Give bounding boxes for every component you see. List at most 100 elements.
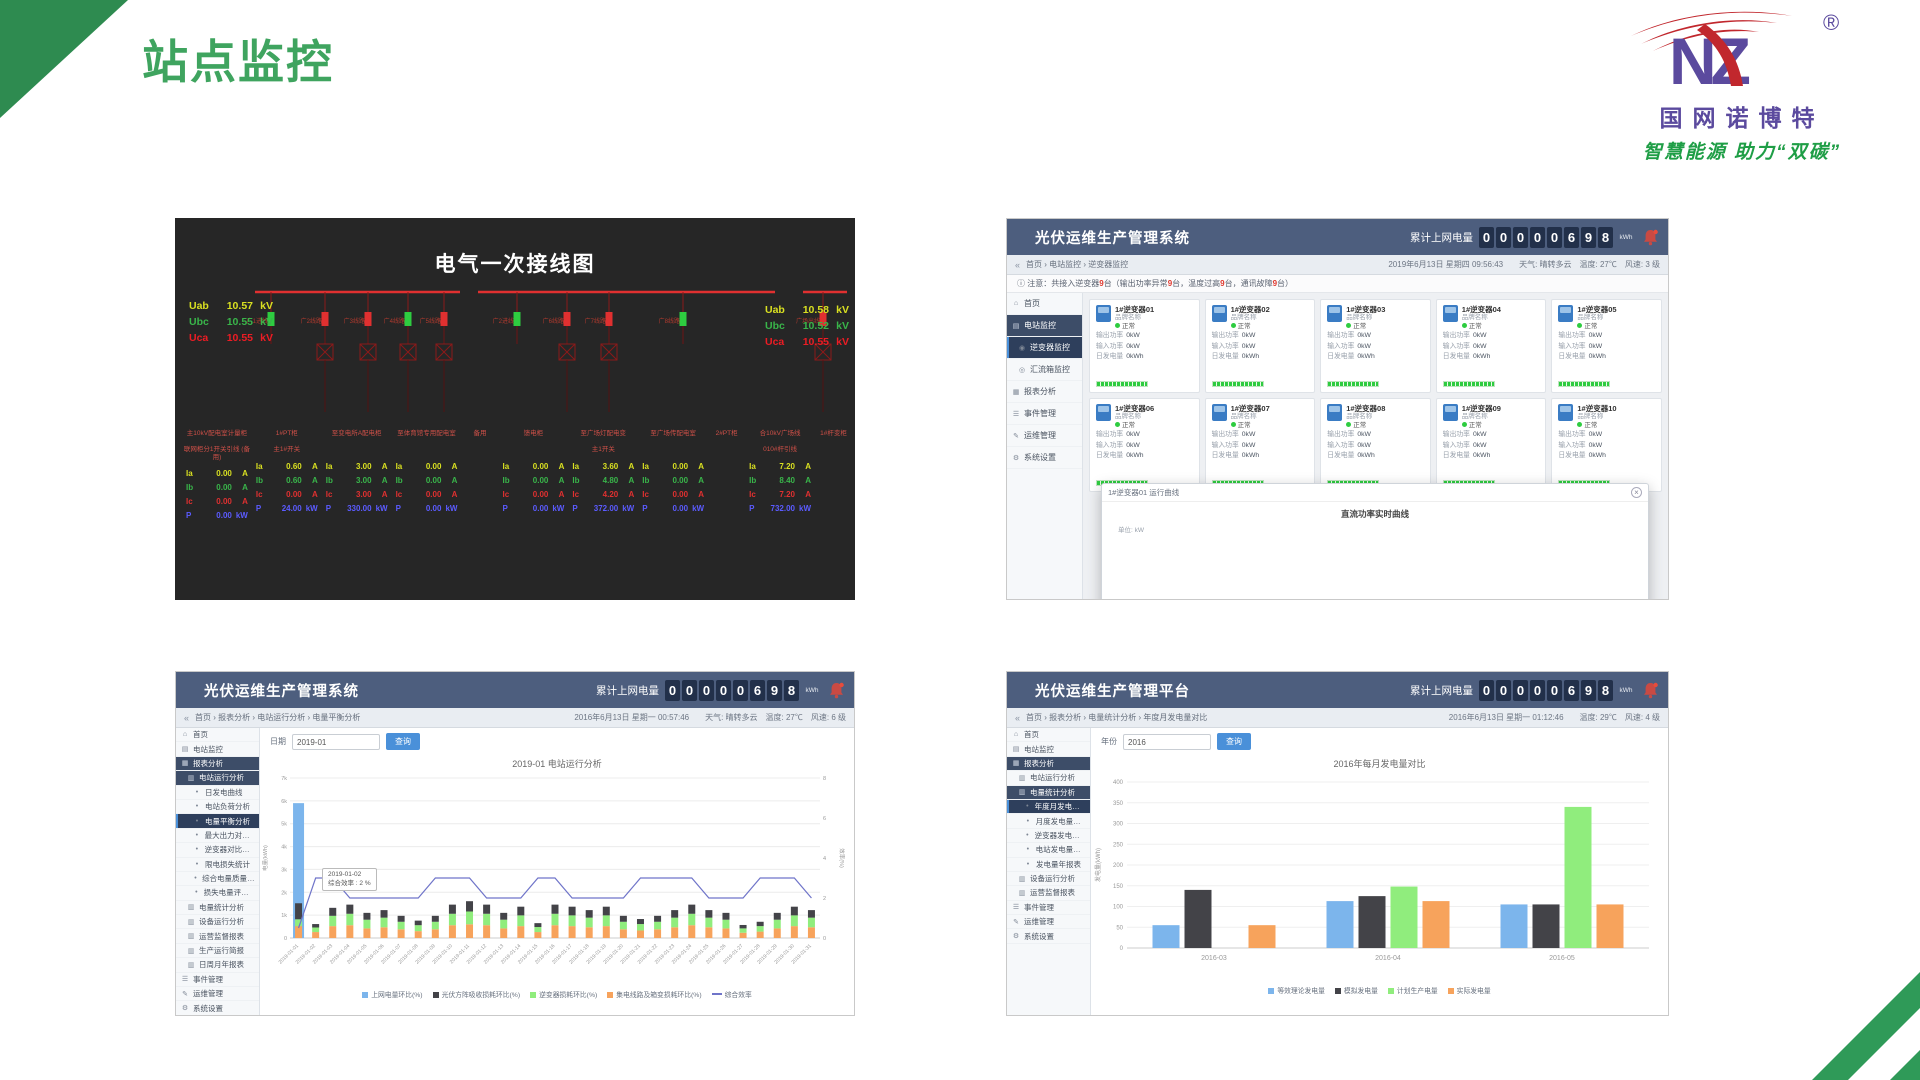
sidebar-item[interactable]: • 月度发电量报表 (1007, 814, 1090, 829)
sidebar-item[interactable]: ▥ 电站运行分析 (1007, 771, 1090, 786)
inverter-metric: 输入功率 0kW (1442, 441, 1487, 449)
sidebar-item[interactable]: ▥ 日周月年报表 (176, 958, 259, 973)
sidebar-item-icon: ⌂ (1013, 731, 1019, 739)
date-input[interactable]: 2019-01 (292, 733, 380, 750)
legend-item[interactable]: 实际发电量 (1447, 985, 1491, 995)
query-button[interactable]: 查询 (1217, 733, 1251, 750)
sidebar-item-icon: ☰ (181, 976, 189, 984)
breadcrumb[interactable]: 首页 › 电站监控 › 逆变器监控 (1026, 260, 1129, 269)
sidebar-item-label: 首页 (1024, 299, 1040, 308)
sidebar-item[interactable]: ⌂ 首页 (1007, 293, 1082, 315)
legend-item[interactable]: 计划生产电量 (1387, 985, 1438, 995)
feeder-header: 2#PT柜 (715, 430, 738, 437)
alarm-bell-icon[interactable] (1643, 229, 1658, 246)
sidebar-item[interactable]: ☰ 事件管理 (1007, 901, 1090, 916)
sidebar-item[interactable]: ⚙ 系统设置 (176, 1001, 259, 1015)
legend-item[interactable]: 上网电量环比(%) (362, 989, 423, 999)
sidebar-item[interactable]: ▤ 电站监控 (1007, 315, 1082, 337)
sidebar-item[interactable]: ▥ 电量统计分析 (176, 901, 259, 916)
legend-item[interactable]: 综合效率 (711, 989, 752, 999)
sidebar-item-label: 月度发电量报表 (1035, 816, 1086, 826)
inverter-card[interactable]: 1#逆变器01 品牌名称 正常 输出功率 0kW 输入功率 0kW 日发电量 0kWh (1089, 299, 1200, 393)
inverter-name: 1#逆变器08 (1346, 404, 1386, 413)
inverter-card[interactable]: 1#逆变器10 品牌名称 正常 输出功率 0kW 输入功率 0kW 日发电量 0kWh (1551, 398, 1662, 492)
sidebar-item[interactable]: • 电站负荷分析 (176, 800, 259, 815)
sidebar-item[interactable]: ⌂ 首页 (1007, 728, 1090, 743)
sidebar-item[interactable]: • 电站发电量对比 (1007, 843, 1090, 858)
chart-legend[interactable]: 等效理论发电量 模拟发电量 计划生产电量 实际发电量 (1091, 985, 1668, 995)
sidebar-item[interactable]: • 逆变器对比分析 (176, 843, 259, 858)
sidebar-item[interactable]: ▦ 报表分析 (1007, 381, 1082, 403)
inverter-card[interactable]: 1#逆变器05 品牌名称 正常 输出功率 0kW 输入功率 0kW 日发电量 0kWh (1551, 299, 1662, 393)
sidebar-item-icon: ▤ (181, 746, 189, 754)
inverter-card[interactable]: 1#逆变器03 品牌名称 正常 输出功率 0kW 输入功率 0kW 日发电量 0kWh (1320, 299, 1431, 393)
sidebar-item[interactable]: ◉ 逆变器监控 (1007, 337, 1082, 359)
legend-item[interactable]: 逆变器损耗环比(%) (530, 989, 597, 999)
breadcrumb[interactable]: 首页 › 报表分析 › 电量统计分析 › 年度月发电量对比 (1026, 713, 1208, 722)
busbar-voltage: Uab 10.58 kV (765, 304, 849, 316)
sidebar-item[interactable]: ▥ 电站运行分析 (176, 771, 259, 786)
alarm-bell-icon[interactable] (829, 682, 844, 699)
inverter-card[interactable]: 1#逆变器02 品牌名称 正常 输出功率 0kW 输入功率 0kW 日发电量 0kWh (1204, 299, 1316, 393)
sidebar-item[interactable]: ⌂ 首页 (176, 728, 259, 743)
sidebar-item[interactable]: ▥ 生产运行简报 (176, 944, 259, 959)
sidebar-item-label: 综合电量质量环比分析 (202, 874, 255, 884)
sidebar-item[interactable]: ◎ 汇流箱监控 (1007, 359, 1082, 381)
energy-counter-label: 累计上网电量 (596, 684, 659, 697)
inverter-card[interactable]: 1#逆变器09 品牌名称 正常 输出功率 0kW 输入功率 0kW 日发电量 0kWh (1435, 398, 1547, 492)
legend-item[interactable]: 模拟发电量 (1334, 985, 1378, 995)
sidebar-item[interactable]: ☰ 事件管理 (176, 973, 259, 988)
sidebar-item[interactable]: ⚙ 系统设置 (1007, 447, 1082, 469)
sidebar-collapse-icon[interactable]: « (184, 712, 190, 723)
sidebar-item[interactable]: ▥ 设备运行分析 (1007, 872, 1090, 887)
sidebar-item[interactable]: • 日发电曲线 (176, 786, 259, 800)
feeder-subheader (500, 446, 568, 454)
inverter-card[interactable]: 1#逆变器07 品牌名称 正常 输出功率 0kW 输入功率 0kW 日发电量 0kWh (1204, 398, 1316, 492)
breadcrumb[interactable]: 首页 › 报表分析 › 电站运行分析 › 电量平衡分析 (195, 713, 361, 722)
sidebar-collapse-icon[interactable]: « (1015, 712, 1021, 723)
sidebar-item[interactable]: ▥ 运营监督报表 (1007, 886, 1090, 901)
energy-counter-unit: kWh (1619, 233, 1633, 241)
sidebar-item-label: 事件管理 (1024, 409, 1056, 418)
sidebar-item[interactable]: ▦ 报表分析 (1007, 756, 1090, 772)
sidebar-item[interactable]: • 限电损失统计 (176, 858, 259, 872)
sidebar-item[interactable]: ▤ 电站监控 (176, 742, 259, 757)
sidebar-item[interactable]: ⚙ 系统设置 (1007, 929, 1090, 944)
inverter-card[interactable]: 1#逆变器04 品牌名称 正常 输出功率 0kW 输入功率 0kW 日发电量 0kWh (1435, 299, 1547, 393)
sidebar-item-label: 逆变器发电量对比 (1034, 830, 1086, 840)
inverter-card[interactable]: 1#逆变器06 品牌名称 正常 输出功率 0kW 输入功率 0kW 日发电量 0kWh (1089, 398, 1200, 492)
inverter-card[interactable]: 1#逆变器08 品牌名称 正常 输出功率 0kW 输入功率 0kW 日发电量 0kWh (1320, 398, 1431, 492)
chart-legend[interactable]: 上网电量环比(%) 光伏方阵吸收损耗环比(%) 逆变器损耗环比(%) 集电线路及箱变损… (260, 989, 854, 999)
year-input[interactable]: 2016 (1123, 733, 1211, 750)
legend-item[interactable]: 集电线路及箱变损耗环比(%) (607, 989, 702, 999)
sidebar-item-label: 首页 (193, 730, 208, 740)
sidebar-item[interactable]: • 逆变器发电量对比 (1007, 829, 1090, 844)
sidebar-item-label: 电量平衡分析 (205, 816, 250, 826)
sidebar-item[interactable]: • 发电量年报表 (1007, 858, 1090, 872)
sidebar-item[interactable]: • 综合电量质量环比分析 (176, 872, 259, 887)
sidebar-item[interactable]: ▥ 设备运行分析 (176, 915, 259, 930)
counter-digit: 0 (1530, 226, 1545, 248)
feeder-column: 1#PT柜 主1#开关 Ia 0.60 A Ib 0.60 A Ic 0.00 A P 24.00 kW (253, 430, 321, 523)
sidebar-item[interactable]: ▦ 报表分析 (176, 756, 259, 772)
sidebar-item[interactable]: • 最大出力对比图 (176, 829, 259, 844)
feeder-subheader (323, 446, 391, 454)
legend-item[interactable]: 光伏方阵吸收损耗环比(%) (432, 989, 520, 999)
sidebar-item[interactable]: ✎ 运维管理 (176, 987, 259, 1002)
sidebar-item[interactable]: ▥ 运营监督报表 (176, 929, 259, 944)
sidebar-item[interactable]: • 电量平衡分析 (176, 814, 259, 829)
legend-item[interactable]: 等效理论发电量 (1268, 985, 1325, 995)
sidebar-item[interactable]: ▥ 电量统计分析 (1007, 785, 1090, 800)
sidebar-item[interactable]: ✎ 运维管理 (1007, 425, 1082, 447)
sidebar-item[interactable]: ☰ 事件管理 (1007, 403, 1082, 425)
close-icon[interactable]: × (1631, 487, 1642, 498)
inverter-status: 正常 (1461, 322, 1501, 331)
sidebar-item[interactable]: • 损失电量评估分析 (176, 886, 259, 901)
sidebar-collapse-icon[interactable]: « (1015, 259, 1021, 270)
alarm-bell-icon[interactable] (1643, 682, 1658, 699)
sidebar-item[interactable]: ▤ 电站监控 (1007, 742, 1090, 757)
sidebar-item[interactable]: • 年度月发电量对比 (1007, 799, 1090, 815)
sidebar-item[interactable]: ✎ 运维管理 (1007, 915, 1090, 930)
query-button[interactable]: 查询 (386, 733, 420, 750)
